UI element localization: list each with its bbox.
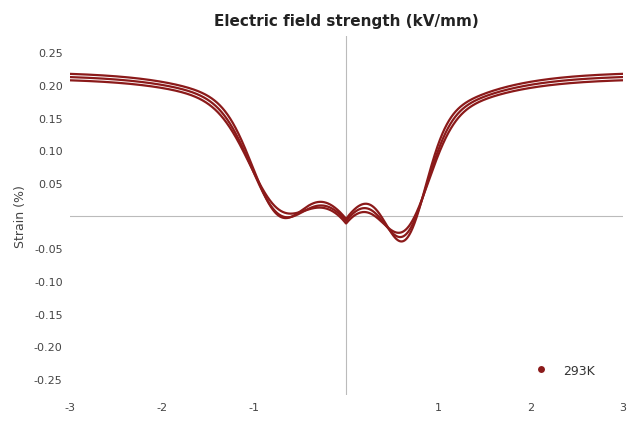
Y-axis label: Strain (%): Strain (%): [14, 185, 27, 248]
Legend: 293K: 293K: [523, 359, 600, 382]
Title: Electric field strength (kV/mm): Electric field strength (kV/mm): [214, 14, 479, 29]
